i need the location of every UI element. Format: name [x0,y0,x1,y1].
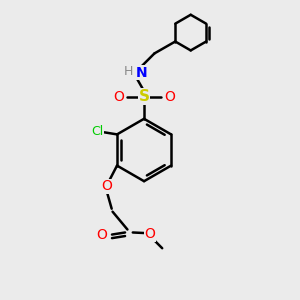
Text: N: N [136,66,148,80]
Text: Cl: Cl [92,125,104,138]
Text: H: H [124,65,133,78]
Text: O: O [144,227,155,241]
Text: O: O [164,89,175,103]
Text: O: O [113,89,124,103]
Text: S: S [139,89,150,104]
Text: O: O [101,179,112,194]
Text: O: O [97,229,108,242]
